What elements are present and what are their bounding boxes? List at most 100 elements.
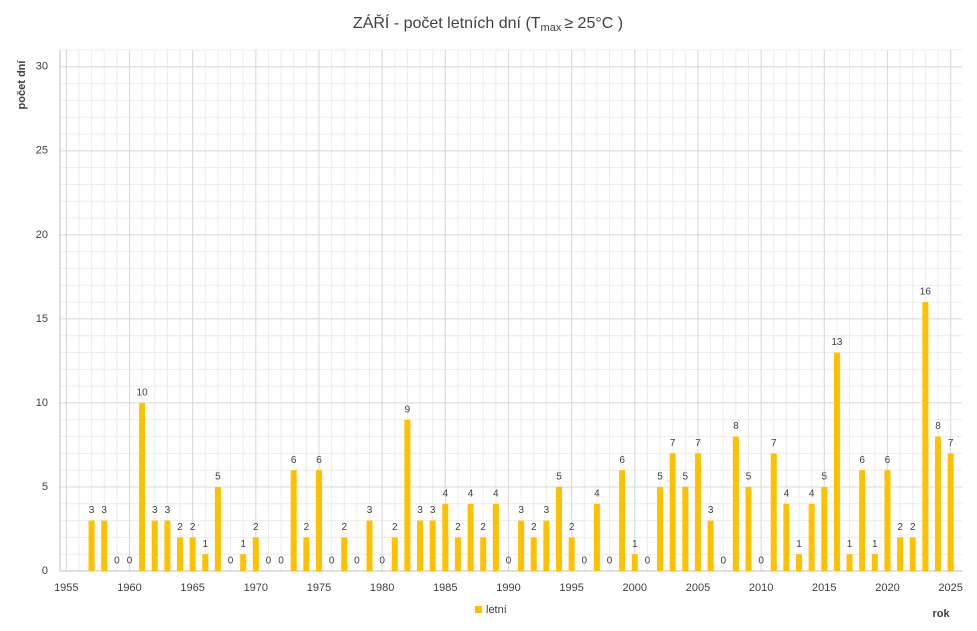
- y-tick-label: 25: [36, 145, 48, 157]
- bar: [947, 453, 954, 571]
- data-label: 0: [758, 556, 764, 567]
- bar: [745, 486, 752, 571]
- x-tick-label: 1955: [54, 582, 78, 594]
- bar: [568, 537, 575, 571]
- data-label: 9: [405, 404, 411, 415]
- bar: [391, 537, 398, 571]
- bar: [796, 554, 803, 571]
- bar: [492, 503, 499, 571]
- bar: [833, 352, 840, 571]
- data-label: 2: [304, 522, 310, 533]
- data-label: 6: [859, 455, 865, 466]
- data-label: 4: [468, 488, 474, 499]
- y-tick-label: 20: [36, 229, 48, 241]
- data-label: 1: [632, 539, 638, 550]
- bar: [214, 486, 221, 571]
- chart-title: ZÁŘÍ - počet letních dní (Tmax ≥ 25°C ): [353, 13, 623, 34]
- data-label: 6: [291, 455, 297, 466]
- x-tick-label: 2015: [812, 582, 836, 594]
- data-label: 8: [935, 421, 941, 432]
- y-tick-label: 15: [36, 313, 48, 325]
- data-label: 0: [506, 556, 512, 567]
- bar: [619, 470, 626, 571]
- data-label: 2: [190, 522, 196, 533]
- bar: [934, 436, 941, 571]
- bar: [202, 554, 209, 571]
- bar: [101, 520, 108, 571]
- bar: [88, 520, 95, 571]
- bar: [404, 419, 411, 571]
- data-label: 5: [822, 472, 828, 483]
- data-label: 2: [531, 522, 537, 533]
- y-axis-label: počet dní: [16, 60, 28, 110]
- bar: [884, 470, 891, 571]
- bar: [480, 537, 487, 571]
- data-label: 10: [137, 388, 149, 399]
- data-label: 4: [809, 488, 815, 499]
- data-label: 2: [455, 522, 461, 533]
- bar: [240, 554, 247, 571]
- data-label: 2: [569, 522, 575, 533]
- bar: [315, 470, 322, 571]
- bar: [543, 520, 550, 571]
- bar: [164, 520, 171, 571]
- bar: [859, 470, 866, 571]
- x-tick-label: 1975: [307, 582, 331, 594]
- data-label: 0: [581, 556, 587, 567]
- y-tick-label: 30: [36, 61, 48, 73]
- bar: [177, 537, 184, 571]
- x-axis-label: rok: [932, 608, 950, 620]
- y-tick-label: 5: [42, 481, 48, 493]
- bar: [909, 537, 916, 571]
- data-label: 1: [796, 539, 802, 550]
- bar: [821, 486, 828, 571]
- data-label: 3: [708, 505, 714, 516]
- data-label: 0: [379, 556, 385, 567]
- data-label: 3: [89, 505, 95, 516]
- x-tick-label: 2020: [875, 582, 899, 594]
- data-label: 2: [910, 522, 916, 533]
- data-label: 3: [152, 505, 158, 516]
- data-label: 3: [518, 505, 524, 516]
- bar: [682, 486, 689, 571]
- bar: [417, 520, 424, 571]
- x-tick-label: 2005: [686, 582, 710, 594]
- data-label: 0: [127, 556, 133, 567]
- bar: [732, 436, 739, 571]
- data-label: 3: [101, 505, 107, 516]
- bar: [593, 503, 600, 571]
- x-tick-label: 2010: [749, 582, 773, 594]
- bar: [846, 554, 853, 571]
- data-label: 5: [746, 472, 752, 483]
- data-label: 7: [670, 438, 676, 449]
- data-label: 6: [316, 455, 322, 466]
- bar: [631, 554, 638, 571]
- data-label: 3: [430, 505, 436, 516]
- data-label: 2: [253, 522, 259, 533]
- data-label: 13: [831, 337, 843, 348]
- bar: [429, 520, 436, 571]
- data-label: 1: [240, 539, 246, 550]
- x-tick-label: 2000: [623, 582, 647, 594]
- data-label: 6: [885, 455, 891, 466]
- bar: [530, 537, 537, 571]
- bar: [467, 503, 474, 571]
- data-label: 16: [920, 287, 932, 298]
- bar: [252, 537, 259, 571]
- data-label: 5: [683, 472, 689, 483]
- bar: [657, 486, 664, 571]
- x-tick-label: 2025: [938, 582, 962, 594]
- x-tick-label: 1970: [244, 582, 268, 594]
- data-label: 0: [354, 556, 360, 567]
- data-label: 6: [619, 455, 625, 466]
- data-label: 7: [948, 438, 954, 449]
- bar: [341, 537, 348, 571]
- data-label: 1: [202, 539, 208, 550]
- legend-swatch: [475, 606, 482, 613]
- data-label: 7: [771, 438, 777, 449]
- data-label: 0: [278, 556, 284, 567]
- bar: [871, 554, 878, 571]
- data-label: 4: [443, 488, 449, 499]
- bar: [290, 470, 297, 571]
